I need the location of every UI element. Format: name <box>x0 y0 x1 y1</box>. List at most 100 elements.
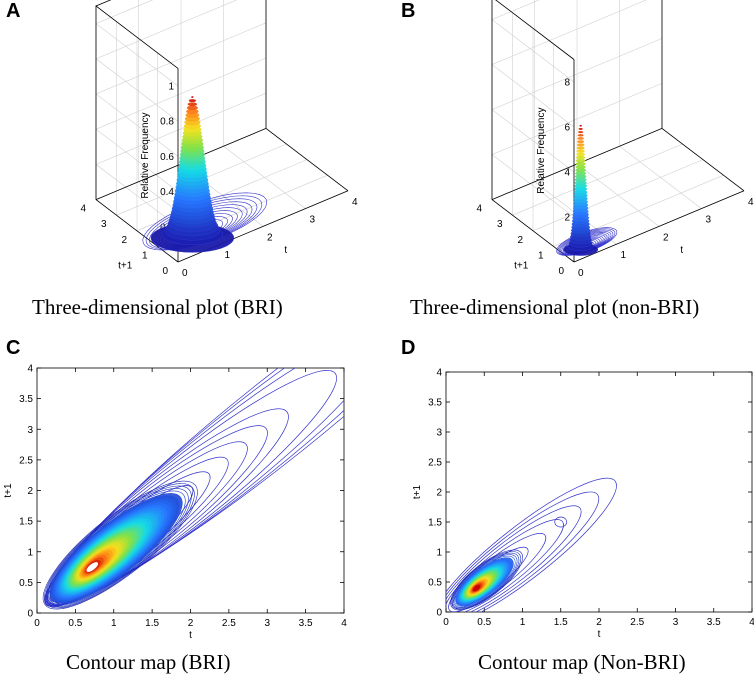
x-tick-label: 0 <box>578 268 584 279</box>
contour-line <box>446 505 582 612</box>
x-tick-label: 4 <box>748 197 754 208</box>
contour-core <box>450 549 523 611</box>
chart-d: 0 0.5 1 1.5 2 2.5 3 3.5 4 0 0.5 1 1.5 2 2.5 3 3.5 4 t t+1 <box>412 368 754 641</box>
grid-floor-t <box>619 145 702 209</box>
contour-core <box>44 483 195 609</box>
z-tick-label: 1 <box>168 82 174 93</box>
grid-floor-t1 <box>512 143 683 216</box>
panel-letter-b: B <box>401 0 416 22</box>
y-tick-label: 3.5 <box>19 394 33 405</box>
surface-slice <box>576 155 586 160</box>
grid-floor-t <box>223 145 306 209</box>
z-tick-label: 4 <box>564 168 570 179</box>
y-tick-label: 3 <box>497 219 503 230</box>
contour-core <box>453 554 518 608</box>
y-tick-label: 2 <box>436 488 442 499</box>
contour-lines <box>446 477 617 612</box>
contour-core <box>45 485 192 608</box>
surface-slice <box>575 158 586 163</box>
surface-slice <box>186 109 199 114</box>
surface-slice <box>186 105 198 110</box>
y-tick-label: 2.5 <box>428 458 442 469</box>
contour-line <box>446 477 617 612</box>
y-tick-label: 4 <box>436 368 442 379</box>
contour-core <box>46 488 189 606</box>
z-tick-label: 0.6 <box>160 152 174 163</box>
secondary-peak-contour <box>554 516 568 528</box>
caption-a: Three-dimensional plot (BRI) <box>32 295 283 319</box>
contour-lines <box>42 368 344 610</box>
y-tick-label: 2 <box>121 235 127 246</box>
y-tick-label: 0 <box>558 266 564 277</box>
y-tick-label: 1 <box>27 547 33 558</box>
contour-core <box>454 555 516 607</box>
y-axis-label: t+1 <box>118 261 133 272</box>
y-tick-label: 4 <box>27 364 33 375</box>
surface-slice <box>576 149 585 153</box>
floor-contour <box>560 230 612 255</box>
surface-slice <box>578 131 584 134</box>
caption-d: Contour map (Non-BRI) <box>478 650 686 674</box>
chart-b: 0 1 2 3 4 0 1 2 3 4 2 4 6 8 t t+1 Relative Frequency <box>476 0 754 279</box>
y-tick-label: 0 <box>27 609 33 620</box>
surface-slice <box>577 134 584 137</box>
floor-contour <box>558 229 614 256</box>
x-tick-label: 1.5 <box>554 617 568 628</box>
y-tick-label: 1 <box>538 250 544 261</box>
y-tick-label: 4 <box>80 204 86 215</box>
floor-contour <box>148 198 258 249</box>
floor-contour <box>557 228 616 256</box>
axis-back-t1 <box>265 128 349 192</box>
caption-c: Contour map (BRI) <box>66 650 231 674</box>
x-tick-label: 1 <box>225 250 231 261</box>
y-tick-label: 4 <box>476 204 482 215</box>
grid-floor-t1 <box>136 159 308 232</box>
x-tick-label: 2 <box>188 618 194 629</box>
x-tick-label: 2.5 <box>630 617 644 628</box>
y-tick-label: 1 <box>436 548 442 559</box>
y-tick-label: 1 <box>142 250 148 261</box>
floor-contour <box>556 227 618 256</box>
floor-contour <box>145 195 263 250</box>
y-tick-label: 2 <box>27 486 33 497</box>
z-tick-label: 0.8 <box>160 117 174 128</box>
y-axis-label: t+1 <box>412 484 423 499</box>
z-tick-label: 8 <box>564 78 570 89</box>
y-tick-label: 0.5 <box>428 578 442 589</box>
surface-slice <box>577 140 585 144</box>
contour-core <box>451 551 522 610</box>
surface-slice <box>576 143 585 147</box>
x-tick-label: 0 <box>443 617 449 628</box>
y-tick-label: 0.5 <box>19 578 33 589</box>
surface-slice <box>188 99 197 103</box>
chart-c: 0 0.5 1 1.5 2 2.5 3 3.5 4 0 0.5 1 1.5 2 2.5 3 3.5 4 t t+1 <box>3 364 347 642</box>
floor-contour <box>152 201 253 248</box>
contour-core <box>42 480 198 610</box>
x-axis-label: t <box>189 630 192 641</box>
x-tick-label: 0 <box>182 268 188 279</box>
x-tick-label: 3 <box>264 618 270 629</box>
x-tick-label: 0.5 <box>68 618 82 629</box>
contour-core <box>452 552 520 609</box>
y-tick-label: 2.5 <box>19 455 33 466</box>
x-tick-label: 1 <box>621 250 627 261</box>
axis-t1 <box>95 199 179 263</box>
x-tick-label: 2 <box>267 232 273 243</box>
x-tick-label: 3.5 <box>299 618 313 629</box>
y-tick-label: 3 <box>101 219 107 230</box>
contour-core <box>472 584 481 592</box>
contour-line <box>47 408 289 605</box>
z-tick-label: 0.4 <box>160 187 174 198</box>
y-tick-label: 0 <box>162 266 168 277</box>
x-tick-label: 2 <box>596 617 602 628</box>
surface-slice <box>187 102 198 107</box>
x-tick-label: 4 <box>341 618 347 629</box>
surface-slice <box>579 124 582 127</box>
x-tick-label: 0.5 <box>477 617 491 628</box>
surface-slice <box>575 161 586 166</box>
x-tick-label: 4 <box>352 197 358 208</box>
x-tick-label: 2.5 <box>222 618 236 629</box>
y-axis-label: t+1 <box>514 261 529 272</box>
